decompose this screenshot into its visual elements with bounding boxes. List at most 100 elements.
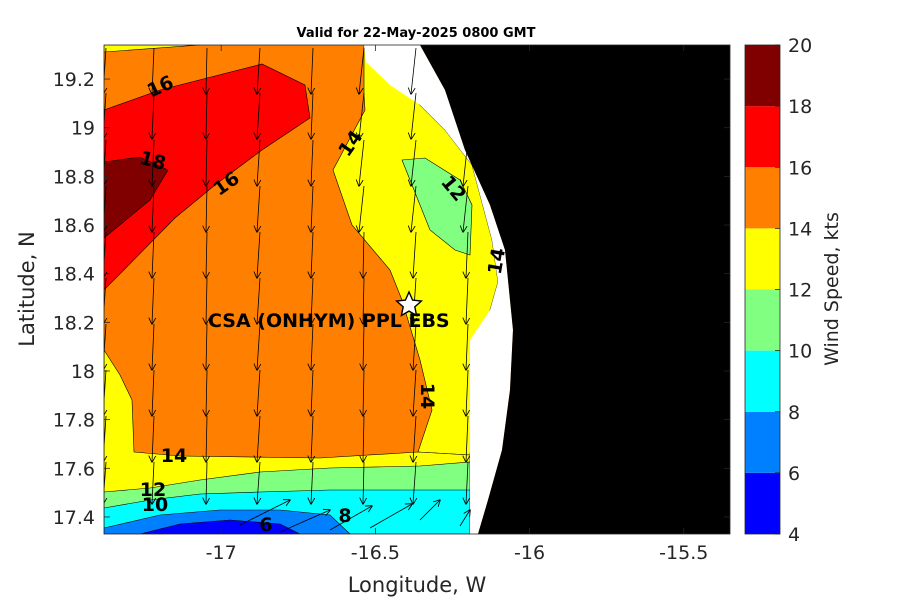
wind-arrow bbox=[152, 185, 154, 232]
x-axis-ticks: -17 -16.5 -16 -15.5 bbox=[206, 45, 708, 564]
colorbar-band bbox=[745, 106, 780, 168]
wind-arrow bbox=[359, 185, 365, 232]
wind-arrow bbox=[152, 277, 154, 324]
wind-arrow bbox=[104, 231, 106, 278]
band-14-16-strip-north bbox=[104, 45, 201, 53]
wind-arrow bbox=[466, 415, 468, 462]
wind-arrow bbox=[311, 415, 313, 462]
wind-arrow bbox=[152, 231, 154, 278]
wind-arrow bbox=[311, 139, 313, 186]
y-tick-label: 18.8 bbox=[53, 166, 95, 188]
wind-arrow bbox=[359, 139, 365, 186]
y-axis-ticks: 19.2 19 18.8 18.6 18.4 18.2 18 17.8 17.6 17.4 bbox=[53, 69, 730, 529]
wind-arrow bbox=[311, 277, 313, 324]
y-axis-label: Latitude, N bbox=[15, 231, 39, 347]
wind-arrow bbox=[257, 231, 260, 278]
wind-arrow bbox=[206, 231, 207, 278]
wind-arrow bbox=[206, 47, 207, 94]
wind-arrow bbox=[363, 323, 364, 370]
wind-arrow bbox=[466, 461, 468, 504]
wind-arrow bbox=[363, 369, 364, 416]
colorbar-tick-label: 8 bbox=[788, 402, 800, 424]
wind-arrow bbox=[206, 92, 207, 139]
wind-arrow bbox=[257, 92, 260, 139]
wind-arrow bbox=[257, 185, 260, 232]
wind-arrow bbox=[152, 139, 154, 186]
wind-arrow bbox=[152, 461, 154, 504]
wind-arrow bbox=[257, 369, 260, 416]
colorbar-band bbox=[745, 350, 780, 412]
contour-label: 6 bbox=[259, 514, 272, 536]
wind-arrow bbox=[257, 277, 260, 324]
wind-arrow bbox=[152, 47, 154, 94]
y-tick-label: 18 bbox=[71, 361, 95, 383]
y-tick-label: 17.6 bbox=[53, 458, 95, 480]
wind-arrow bbox=[104, 47, 106, 94]
wind-arrow bbox=[363, 415, 364, 462]
wind-arrow bbox=[311, 92, 313, 139]
wind-arrow bbox=[466, 369, 468, 416]
wind-arrow bbox=[152, 415, 154, 462]
x-tick-label: -16.5 bbox=[351, 542, 400, 564]
wind-arrow bbox=[206, 461, 207, 504]
wind-arrow bbox=[413, 461, 416, 504]
wind-arrow bbox=[104, 277, 106, 324]
x-tick-label: -16 bbox=[514, 542, 545, 564]
wind-arrow bbox=[257, 47, 260, 94]
wind-arrow bbox=[152, 92, 154, 139]
wind-arrow bbox=[104, 461, 106, 504]
wind-arrow bbox=[104, 323, 106, 370]
wind-arrow bbox=[279, 510, 330, 533]
wind-arrow bbox=[104, 369, 106, 416]
wind-arrow bbox=[369, 504, 412, 529]
x-axis-label: Longitude, W bbox=[348, 573, 487, 597]
colorbar-tick-label: 4 bbox=[788, 524, 800, 546]
plot-area bbox=[104, 45, 730, 534]
colorbar-band bbox=[745, 289, 780, 351]
wind-arrow bbox=[257, 461, 260, 504]
star-icon bbox=[394, 290, 424, 317]
band-10-12-east bbox=[401, 157, 473, 256]
wind-arrow bbox=[311, 323, 313, 370]
contour-label: 8 bbox=[338, 505, 351, 527]
band-4-6-south bbox=[139, 519, 301, 534]
wind-arrow bbox=[463, 185, 469, 232]
wind-arrow bbox=[466, 323, 468, 370]
colorbar-tick-label: 6 bbox=[788, 463, 800, 485]
colorbar-tick-label: 16 bbox=[788, 157, 812, 179]
wind-arrow bbox=[363, 277, 364, 324]
colorbar-tick-label: 18 bbox=[788, 96, 812, 118]
wind-arrow bbox=[413, 323, 416, 370]
x-tick-label: -17 bbox=[206, 542, 237, 564]
colorbar-band bbox=[745, 167, 780, 229]
wind-arrow bbox=[152, 323, 154, 370]
wind-arrow bbox=[104, 415, 106, 462]
wind-arrow bbox=[411, 139, 417, 186]
wind-arrow bbox=[257, 139, 260, 186]
colorbar-band bbox=[745, 472, 780, 534]
contour-label: 10 bbox=[142, 494, 168, 516]
y-tick-label: 18.2 bbox=[53, 312, 95, 334]
contour-label: 14 bbox=[416, 383, 438, 409]
wind-arrow bbox=[363, 461, 364, 504]
y-tick-label: 18.4 bbox=[53, 264, 95, 286]
y-tick-label: 17.4 bbox=[53, 507, 95, 529]
wind-arrow bbox=[206, 369, 207, 416]
land-mass bbox=[420, 45, 730, 534]
coastal-white-strip bbox=[364, 45, 513, 534]
map-title: Valid for 22-May-2025 0800 GMT bbox=[297, 26, 536, 41]
wind-arrow bbox=[104, 92, 106, 139]
plot-frame bbox=[103, 44, 731, 535]
wind-vectors bbox=[104, 47, 470, 533]
wind-arrow bbox=[311, 185, 313, 232]
colorbar-tick-label: 10 bbox=[788, 341, 812, 363]
y-tick-label: 19.2 bbox=[53, 69, 95, 91]
wind-arrow bbox=[104, 185, 106, 232]
wind-arrow bbox=[311, 369, 313, 416]
wind-arrow bbox=[411, 47, 417, 94]
wind-arrow bbox=[466, 277, 468, 324]
wind-arrow bbox=[466, 231, 468, 278]
colorbar-tick-label: 14 bbox=[788, 218, 812, 240]
contour-label: 14 bbox=[484, 246, 510, 276]
